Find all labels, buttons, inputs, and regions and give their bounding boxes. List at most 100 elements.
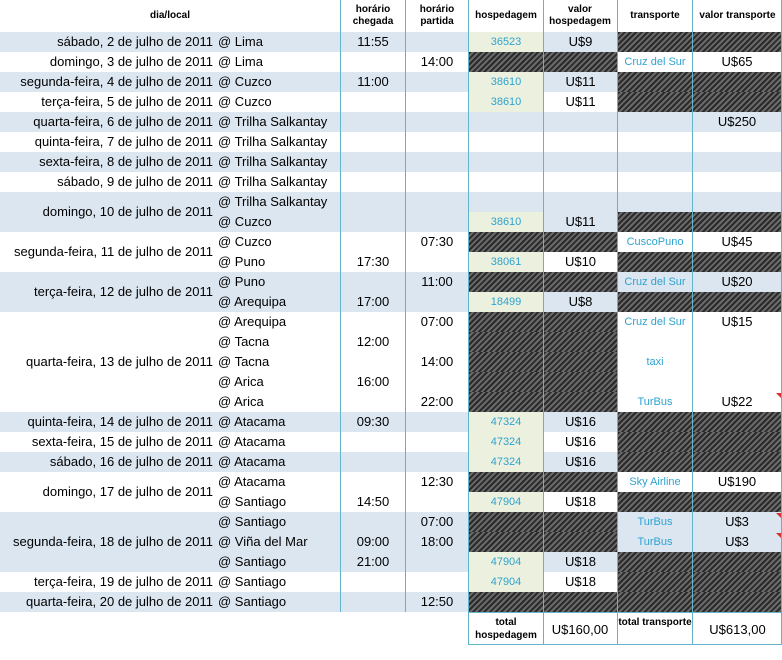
place-cell[interactable]: @ Cuzco [218, 214, 272, 229]
transport-value-cell[interactable]: U$190 [717, 474, 757, 489]
transport-cell[interactable]: Cruz del Sur [624, 56, 686, 68]
departure-time-cell[interactable]: 11:00 [421, 274, 453, 289]
date-cell[interactable]: terça-feira, 12 de julho de 2011 [34, 284, 213, 299]
place-cell[interactable]: @ Puno [218, 254, 266, 269]
comment-indicator-icon[interactable] [776, 513, 781, 518]
lodging-value-cell[interactable]: U$11 [565, 74, 596, 89]
transport-cell[interactable] [618, 552, 692, 572]
transport-cell[interactable]: TurBus [637, 396, 673, 408]
transport-value-cell[interactable] [693, 412, 781, 432]
transport-cell[interactable] [618, 32, 692, 52]
transport-cell[interactable] [618, 72, 692, 92]
date-cell[interactable]: quarta-feira, 13 de julho de 2011 [26, 354, 213, 369]
lodging-value-cell[interactable]: U$16 [564, 414, 597, 429]
arrival-time-cell[interactable] [341, 272, 405, 292]
lodging-cell[interactable] [469, 472, 543, 492]
place-cell[interactable]: @ Cuzco [218, 74, 272, 89]
lodging-cell[interactable] [469, 332, 543, 352]
transport-value-cell[interactable] [693, 252, 781, 272]
lodging-value-cell[interactable] [544, 152, 617, 172]
transport-cell[interactable] [618, 592, 692, 612]
total-lodging-value[interactable]: U$160,00 [551, 622, 609, 637]
lodging-value-cell[interactable]: U$8 [568, 294, 593, 309]
date-cell[interactable]: sábado, 2 de julho de 2011 [57, 34, 213, 49]
departure-time-cell[interactable]: 12:30 [420, 474, 454, 489]
lodging-cell[interactable] [469, 512, 543, 532]
place-cell[interactable]: @ Atacama [218, 474, 286, 489]
transport-cell[interactable] [618, 292, 692, 312]
arrival-time-cell[interactable] [341, 312, 405, 332]
lodging-cell[interactable] [469, 232, 543, 252]
transport-cell[interactable] [618, 412, 692, 432]
date-cell[interactable]: segunda-feira, 18 de julho de 2011 [13, 534, 213, 549]
lodging-cell[interactable]: 18499 [469, 292, 543, 312]
transport-value-cell[interactable]: U$250 [717, 114, 757, 129]
place-cell[interactable]: @ Trilha Salkantay [218, 154, 328, 169]
lodging-cell[interactable]: 38610 [469, 72, 543, 92]
lodging-cell[interactable]: 47904 [469, 552, 543, 572]
place-cell[interactable]: @ Lima [218, 34, 263, 49]
transport-value-cell[interactable] [693, 552, 781, 572]
transport-cell[interactable] [618, 132, 692, 152]
lodging-cell[interactable] [469, 52, 543, 72]
departure-time-cell[interactable] [406, 432, 468, 452]
lodging-value-cell[interactable] [544, 332, 617, 352]
transport-cell[interactable] [618, 572, 692, 592]
header-transport[interactable]: transporte [630, 10, 680, 21]
place-cell[interactable]: @ Arequipa [218, 294, 287, 309]
place-cell[interactable]: @ Santiago [218, 594, 287, 609]
arrival-time-cell[interactable]: 21:00 [356, 554, 390, 569]
transport-cell[interactable] [618, 252, 692, 272]
departure-time-cell[interactable] [406, 332, 468, 352]
place-cell[interactable]: @ Trilha Salkantay [218, 194, 328, 209]
lodging-cell[interactable]: 38610 [469, 92, 543, 112]
lodging-value-cell[interactable]: U$11 [565, 214, 596, 229]
transport-cell[interactable]: Cruz del Sur [624, 316, 686, 328]
lodging-value-cell[interactable] [544, 232, 617, 252]
lodging-value-cell[interactable] [544, 112, 617, 132]
header-transport-value[interactable]: valor transporte [699, 10, 776, 21]
transport-value-cell[interactable]: U$3 [725, 534, 749, 549]
date-cell[interactable]: quinta-feira, 14 de julho de 2011 [27, 414, 213, 429]
lodging-cell[interactable] [469, 312, 543, 332]
place-cell[interactable]: @ Lima [218, 54, 263, 69]
transport-value-cell[interactable] [693, 292, 781, 312]
departure-time-cell[interactable] [406, 32, 468, 52]
date-cell[interactable]: quarta-feira, 20 de julho de 2011 [26, 594, 213, 609]
header-date-local[interactable]: dia/local [149, 10, 190, 21]
lodging-value-cell[interactable] [544, 352, 617, 372]
arrival-time-cell[interactable] [341, 432, 405, 452]
transport-value-cell[interactable] [693, 72, 781, 92]
lodging-cell[interactable]: 38061 [469, 252, 543, 272]
date-cell[interactable]: domingo, 17 de julho de 2011 [42, 484, 213, 499]
lodging-cell[interactable] [469, 592, 543, 612]
transport-cell[interactable] [618, 192, 692, 212]
departure-time-cell[interactable]: 12:50 [420, 594, 454, 609]
place-cell[interactable]: @ Tacna [218, 334, 270, 349]
transport-cell[interactable]: Cruz del Sur [624, 276, 686, 288]
lodging-cell[interactable] [469, 192, 543, 212]
transport-cell[interactable]: Sky Airline [629, 476, 681, 488]
transport-value-cell[interactable] [693, 492, 781, 512]
lodging-value-cell[interactable] [544, 172, 617, 192]
transport-cell[interactable]: taxi [646, 356, 664, 368]
comment-indicator-icon[interactable] [776, 533, 781, 538]
lodging-value-cell[interactable]: U$18 [564, 574, 597, 589]
transport-value-cell[interactable] [693, 592, 781, 612]
comment-indicator-icon[interactable] [776, 393, 781, 398]
lodging-cell[interactable] [469, 132, 543, 152]
transport-value-cell[interactable]: U$15 [721, 314, 753, 329]
transport-cell[interactable] [618, 452, 692, 472]
lodging-cell[interactable]: 47904 [469, 572, 543, 592]
transport-value-cell[interactable] [693, 32, 781, 52]
departure-time-cell[interactable] [406, 252, 468, 272]
transport-value-cell[interactable] [693, 352, 781, 372]
place-cell[interactable]: @ Cuzco [218, 234, 272, 249]
lodging-cell[interactable] [469, 272, 543, 292]
arrival-time-cell[interactable] [341, 572, 405, 592]
departure-time-cell[interactable] [406, 552, 468, 572]
departure-time-cell[interactable] [406, 112, 468, 132]
arrival-time-cell[interactable] [341, 152, 405, 172]
departure-time-cell[interactable] [406, 92, 468, 112]
date-cell[interactable]: quinta-feira, 7 de julho de 2011 [34, 134, 213, 149]
